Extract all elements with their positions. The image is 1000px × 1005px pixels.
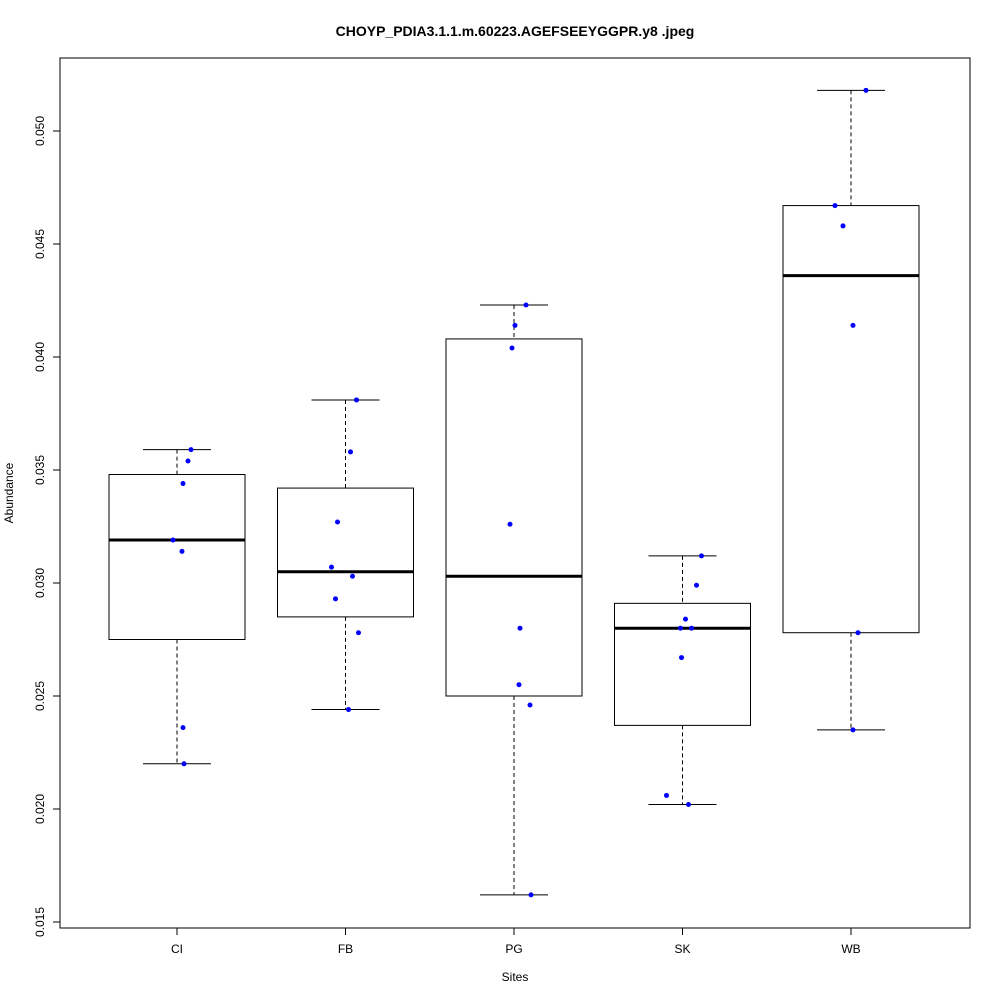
data-point <box>507 521 513 527</box>
y-tick-label: 0.050 <box>33 116 47 146</box>
data-point <box>863 87 869 93</box>
data-point <box>170 537 176 543</box>
data-point <box>664 792 669 798</box>
x-tick-label: CI <box>171 942 183 956</box>
box-pg: PG <box>445 302 583 956</box>
iqr-box <box>277 487 414 618</box>
box-sk: SK <box>614 553 751 956</box>
x-tick-label: WB <box>841 942 860 956</box>
data-point <box>840 223 846 229</box>
data-point <box>699 553 704 559</box>
data-point <box>354 397 359 403</box>
plot-area-frame <box>59 57 971 929</box>
data-point <box>832 203 838 209</box>
y-tick-label: 0.025 <box>33 681 47 711</box>
data-point <box>348 449 353 455</box>
iqr-box <box>445 338 583 697</box>
data-point <box>689 625 694 631</box>
data-point <box>683 616 688 622</box>
data-point <box>686 801 691 807</box>
data-point <box>335 519 340 525</box>
y-tick-label: 0.045 <box>33 229 47 259</box>
data-point <box>179 548 185 554</box>
iqr-box <box>108 474 246 640</box>
data-point <box>188 447 194 453</box>
data-point <box>346 707 351 713</box>
data-point <box>850 727 856 733</box>
data-point <box>350 573 355 579</box>
data-point <box>850 322 856 328</box>
data-point <box>512 322 518 328</box>
data-point <box>329 564 334 570</box>
box-ci: CI <box>108 447 246 956</box>
data-point <box>333 596 338 602</box>
x-tick-label: PG <box>505 942 522 956</box>
data-point <box>180 725 186 731</box>
y-axis-label: Abundance <box>2 462 16 523</box>
data-point <box>509 345 515 351</box>
iqr-box <box>782 205 920 634</box>
box-fb: FB <box>277 397 414 956</box>
y-tick-label: 0.035 <box>33 455 47 485</box>
chart-title: CHOYP_PDIA3.1.1.m.60223.AGEFSEEYGGPR.y8 … <box>336 23 695 39</box>
data-point <box>516 682 522 688</box>
data-point <box>181 761 187 767</box>
data-point <box>356 630 361 636</box>
x-tick-label: FB <box>338 942 353 956</box>
data-point <box>855 630 861 636</box>
data-point <box>180 481 186 487</box>
data-point <box>527 702 533 708</box>
data-point <box>528 892 534 898</box>
data-point <box>517 625 523 631</box>
x-axis-label: Sites <box>502 970 529 984</box>
data-point <box>679 655 684 661</box>
data-point <box>185 458 191 464</box>
box-wb: WB <box>782 87 920 956</box>
y-tick-label: 0.020 <box>33 794 47 824</box>
y-tick-label: 0.040 <box>33 342 47 372</box>
y-tick-label: 0.030 <box>33 568 47 598</box>
iqr-box <box>614 602 751 726</box>
data-point <box>678 625 683 631</box>
data-point <box>694 582 699 588</box>
data-point <box>523 302 529 308</box>
y-tick-label: 0.015 <box>33 907 47 937</box>
x-tick-label: SK <box>674 942 690 956</box>
